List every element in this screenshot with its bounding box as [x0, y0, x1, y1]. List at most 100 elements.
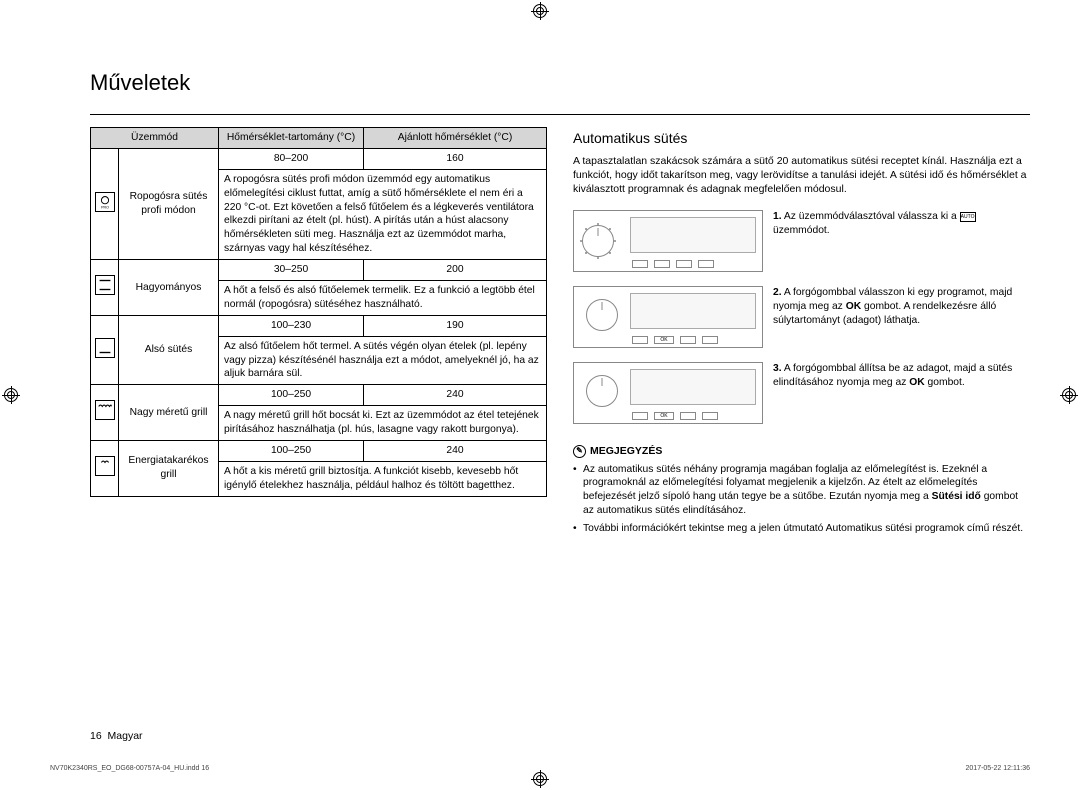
- mode-name: Hagyományos: [119, 260, 219, 316]
- cell-range: 80–200: [219, 148, 364, 169]
- ok-label: OK: [846, 301, 861, 312]
- cell-range: 30–250: [219, 260, 364, 281]
- right-column: Automatikus sütés A tapasztalatlan szaká…: [573, 127, 1030, 540]
- cell-rec: 200: [364, 260, 547, 281]
- left-column: Üzemmód Hőmérséklet-tartomány (°C) Ajánl…: [90, 127, 547, 540]
- step-3: OK 3. A forgógombbal állítsa be az adago…: [573, 362, 1030, 424]
- large-grill-icon: [95, 400, 115, 420]
- page-num-value: 16: [90, 730, 102, 742]
- cell-rec: 160: [364, 148, 547, 169]
- note-item: Az automatikus sütés néhány programja ma…: [573, 463, 1030, 519]
- dial-marks-icon: [578, 221, 618, 261]
- cell-range: 100–250: [219, 441, 364, 462]
- mode-icon-cell: [91, 315, 119, 385]
- control-panel-illustration: [573, 210, 763, 272]
- panel-button-icon: [632, 336, 648, 344]
- step-2: OK 2. A forgógombbal válasszon ki egy pr…: [573, 286, 1030, 348]
- panel-button-icon: [654, 260, 670, 268]
- table-row: Alsó sütés 100–230 190: [91, 315, 547, 336]
- cell-desc: A hőt a felső és alsó fűtőelemek termeli…: [219, 281, 547, 316]
- auto-cook-intro: A tapasztalatlan szakácsok számára a süt…: [573, 154, 1030, 197]
- cell-rec: 240: [364, 441, 547, 462]
- register-mark-top: [533, 4, 547, 18]
- table-row: Nagy méretű grill 100–250 240: [91, 385, 547, 406]
- table-row: PRO Ropogósra sütés profi módon 80–200 1…: [91, 148, 547, 169]
- note-text-part: Az automatikus sütés néhány programja ma…: [583, 464, 987, 503]
- bottom-heat-icon: [95, 338, 115, 358]
- title-rule: [90, 114, 1030, 115]
- modes-table: Üzemmód Hőmérséklet-tartomány (°C) Ajánl…: [90, 127, 547, 497]
- auto-mode-icon: AUTO: [960, 212, 976, 222]
- step-text-part: A forgógombbal állítsa be az adagot, maj…: [773, 363, 1012, 388]
- control-panel-illustration: OK: [573, 286, 763, 348]
- panel-button-icon: [680, 336, 696, 344]
- step-2-text: 2. A forgógombbal válasszon ki egy progr…: [773, 286, 1030, 348]
- cell-desc: A hőt a kis méretű grill biztosítja. A f…: [219, 461, 547, 496]
- mode-name: Alsó sütés: [119, 315, 219, 385]
- page-number: 16 Magyar: [90, 730, 143, 742]
- cell-rec: 190: [364, 315, 547, 336]
- note-icon: ✎: [573, 445, 586, 458]
- panel-button-icon: [702, 336, 718, 344]
- panel-button-icon: [702, 412, 718, 420]
- register-mark-right: [1062, 388, 1076, 402]
- ok-label: OK: [909, 377, 924, 388]
- step-text-part: üzemmódot.: [773, 225, 830, 236]
- mode-icon-cell: [91, 260, 119, 316]
- panel-button-icon: [680, 412, 696, 420]
- footer-docid: NV70K2340RS_EO_DG68-00757A-04_HU.indd 16: [50, 765, 209, 772]
- note-bold: Sütési idő: [932, 491, 981, 502]
- display-icon: [630, 369, 756, 405]
- mode-icon-cell: [91, 441, 119, 497]
- panel-button-icon: [632, 412, 648, 420]
- ok-button-icon: OK: [654, 336, 674, 344]
- register-mark-left: [4, 388, 18, 402]
- mode-icon-cell: [91, 385, 119, 441]
- page: Műveletek Üzemmód Hőmérséklet-tartomány …: [0, 0, 1080, 790]
- note-label: MEGJEGYZÉS: [590, 444, 662, 458]
- cell-rec: 240: [364, 385, 547, 406]
- control-panel-illustration: OK: [573, 362, 763, 424]
- mode-name: Energiatakarékos grill: [119, 441, 219, 497]
- knob-dial-icon: [586, 375, 618, 407]
- th-mode: Üzemmód: [91, 128, 219, 149]
- step-num: 1.: [773, 211, 782, 222]
- cell-desc: A ropogósra sütés profi módon üzemmód eg…: [219, 169, 547, 259]
- mode-name: Ropogósra sütés profi módon: [119, 148, 219, 259]
- panel-button-icon: [632, 260, 648, 268]
- step-text-part: Az üzemmódválasztóval válassza ki a: [782, 211, 960, 222]
- cell-desc: Az alsó fűtőelem hőt termel. A sütés vég…: [219, 336, 547, 385]
- register-mark-bottom: [533, 772, 547, 786]
- th-rec: Ajánlott hőmérséklet (°C): [364, 128, 547, 149]
- step-num: 2.: [773, 287, 782, 298]
- table-row: Energiatakarékos grill 100–250 240: [91, 441, 547, 462]
- panel-button-icon: [698, 260, 714, 268]
- auto-cook-heading: Automatikus sütés: [573, 129, 1030, 148]
- mode-icon-cell: PRO: [91, 148, 119, 259]
- display-icon: [630, 293, 756, 329]
- ok-button-icon: OK: [654, 412, 674, 420]
- page-lang: Magyar: [108, 730, 143, 742]
- cell-range: 100–230: [219, 315, 364, 336]
- notes-list: Az automatikus sütés néhány programja ma…: [573, 463, 1030, 536]
- pro-roasting-icon: PRO: [95, 192, 115, 212]
- two-column-layout: Üzemmód Hőmérséklet-tartomány (°C) Ajánl…: [90, 127, 1030, 540]
- button-row: OK: [632, 412, 718, 420]
- display-icon: [630, 217, 756, 253]
- note-heading: ✎ MEGJEGYZÉS: [573, 444, 1030, 458]
- step-1: 1. Az üzemmódválasztóval válassza ki a A…: [573, 210, 1030, 272]
- table-header-row: Üzemmód Hőmérséklet-tartomány (°C) Ajánl…: [91, 128, 547, 149]
- mode-name: Nagy méretű grill: [119, 385, 219, 441]
- svg-text:PRO: PRO: [101, 205, 109, 209]
- table-row: Hagyományos 30–250 200: [91, 260, 547, 281]
- step-3-text: 3. A forgógombbal állítsa be az adagot, …: [773, 362, 1030, 424]
- panel-button-icon: [676, 260, 692, 268]
- knob-dial-icon: [586, 299, 618, 331]
- note-item: További információkért tekintse meg a je…: [573, 522, 1030, 536]
- step-text-part: gombot.: [925, 377, 965, 388]
- page-title: Műveletek: [90, 70, 1030, 96]
- th-range: Hőmérséklet-tartomány (°C): [219, 128, 364, 149]
- cell-range: 100–250: [219, 385, 364, 406]
- step-1-text: 1. Az üzemmódválasztóval válassza ki a A…: [773, 210, 1030, 272]
- footer-timestamp: 2017-05-22 12:11:36: [966, 765, 1030, 772]
